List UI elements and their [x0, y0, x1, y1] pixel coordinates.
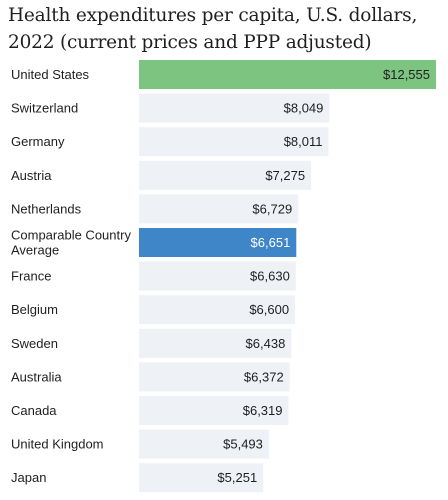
chart-title: Health expenditures per capita, U.S. dol…	[8, 5, 418, 53]
bar-row-japan: Japan $5,251	[11, 463, 264, 493]
bar-row-belgium: Belgium $6,600	[11, 295, 296, 325]
value-label-france: $6,630	[250, 269, 290, 284]
value-label-australia: $6,372	[244, 369, 284, 384]
bar-austria	[139, 160, 312, 190]
category-label-switzerland: Switzerland	[11, 101, 78, 116]
bar-row-sweden: Sweden $6,438	[11, 328, 292, 358]
category-label-france: France	[11, 269, 51, 284]
category-label-germany: Germany	[11, 134, 65, 149]
value-label-japan: $5,251	[217, 470, 257, 485]
category-label-canada: Canada	[11, 403, 57, 418]
bar-row-comparable-country-average: Comparable Country Average $6,651	[11, 228, 297, 258]
bar-netherlands	[139, 194, 299, 224]
bar-row-switzerland: Switzerland $8,049	[11, 93, 330, 123]
bar-australia	[139, 362, 290, 392]
value-label-comparable-country-average: $6,651	[251, 235, 291, 250]
category-label-comparable-country-average: Comparable Country Average	[11, 228, 131, 258]
bar-united-kingdom	[139, 429, 269, 459]
bar-row-austria: Austria $7,275	[11, 160, 312, 190]
value-label-germany: $8,011	[284, 134, 323, 149]
bar-row-australia: Australia $6,372	[11, 362, 290, 392]
category-label-united-states: United States	[11, 67, 90, 82]
category-label-sweden: Sweden	[11, 336, 58, 351]
value-label-united-kingdom: $5,493	[223, 437, 263, 452]
category-label-netherlands: Netherlands	[11, 201, 82, 216]
value-label-canada: $6,319	[243, 403, 283, 418]
bar-row-germany: Germany $8,011	[11, 127, 329, 157]
value-label-austria: $7,275	[265, 168, 305, 183]
bar-canada	[139, 396, 289, 425]
bar-sweden	[139, 328, 292, 358]
bar-japan	[139, 463, 264, 493]
category-label-belgium: Belgium	[11, 302, 58, 317]
bar-comparable-country-average	[139, 228, 297, 257]
category-label-japan: Japan	[11, 470, 46, 485]
bar-row-united-states: United States $12,555	[11, 60, 436, 89]
value-label-netherlands: $6,729	[252, 201, 292, 216]
category-label-austria: Austria	[11, 168, 52, 183]
bar-row-france: France $6,630	[11, 261, 296, 291]
bar-row-netherlands: Netherlands $6,729	[11, 194, 299, 224]
bar-switzerland	[139, 93, 330, 123]
bar-united-states	[139, 60, 436, 89]
bar-germany	[139, 127, 329, 157]
bar-chart: United States $12,555 Switzerland $8,049 Ger…	[0, 58, 448, 500]
value-label-belgium: $6,600	[249, 302, 289, 317]
value-label-switzerland: $8,049	[284, 101, 324, 116]
bar-row-canada: Canada $6,319	[11, 396, 289, 425]
bar-row-united-kingdom: United Kingdom $5,493	[11, 429, 269, 459]
bar-belgium	[139, 295, 296, 325]
category-label-australia: Australia	[11, 369, 62, 384]
category-label-united-kingdom: United Kingdom	[11, 437, 104, 452]
bar-france	[139, 261, 296, 291]
bar-chart-svg: United States $12,555 Switzerland $8,049 Ger…	[11, 60, 436, 493]
value-label-united-states: $12,555	[383, 67, 430, 82]
value-label-sweden: $6,438	[246, 336, 286, 351]
